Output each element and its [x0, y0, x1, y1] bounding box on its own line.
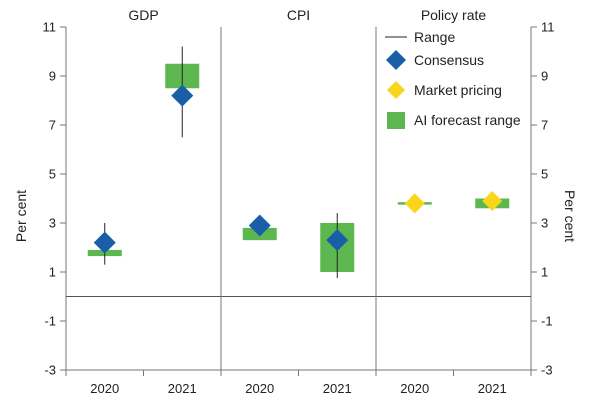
x-tick-label: 2020	[90, 381, 119, 396]
panel-title: CPI	[287, 7, 310, 23]
y-tick-label-right: 11	[541, 20, 555, 35]
legend-label: AI forecast range	[414, 112, 521, 128]
panel-titles: GDP CPI Policy rate	[128, 7, 486, 23]
y-tick-label-left: 7	[49, 118, 56, 133]
y-tick-label-right: -3	[541, 363, 553, 378]
y-axis-title-right: Per cent	[562, 190, 578, 242]
y-tick-label-left: 5	[49, 167, 56, 182]
legend-ai-forecast-swatch	[387, 112, 405, 129]
x-tick-label: 2020	[400, 381, 429, 396]
y-tick-label-left: -3	[44, 363, 56, 378]
y-axis-title-left: Per cent	[13, 190, 29, 242]
y-tick-label-left: 11	[43, 20, 57, 35]
x-tick-label: 2020	[245, 381, 274, 396]
y-tick-label-right: 3	[541, 216, 548, 231]
legend-label: Market pricing	[414, 82, 502, 98]
y-tick-label-left: -1	[44, 314, 56, 329]
y-tick-label-left: 1	[49, 265, 56, 280]
y-tick-label-right: 7	[541, 118, 548, 133]
consensus-marker	[248, 214, 271, 237]
legend-market-pricing-marker	[387, 81, 405, 99]
x-tick-label: 2021	[323, 381, 352, 396]
x-tick-label: 2021	[478, 381, 507, 396]
chart-frame	[65, 27, 532, 371]
y-tick-label-left: 3	[49, 216, 56, 231]
consensus-marker	[93, 231, 116, 254]
y-tick-label-right: 1	[541, 265, 548, 280]
market-pricing-marker	[482, 190, 503, 211]
panel-title: Policy rate	[421, 7, 487, 23]
legend: Range Consensus Market pricing AI forecast …	[385, 29, 521, 129]
consensus-marker	[171, 84, 194, 107]
legend-label: Range	[414, 29, 455, 45]
market-pricing-marker	[404, 193, 425, 214]
legend-consensus-marker	[386, 50, 406, 70]
y-tick-label-right: 9	[541, 69, 548, 84]
consensus-marker	[326, 229, 349, 252]
chart-marks	[87, 46, 510, 279]
y-tick-label-right: -1	[541, 314, 553, 329]
y-axis-ticks: -3 -3-1 -11 13 35 57 79 911 11	[43, 20, 555, 378]
legend-label: Consensus	[414, 52, 484, 68]
x-axis-categories: 2020 2021 2020 2021 2020 2021	[65, 370, 532, 396]
x-tick-label: 2021	[168, 381, 197, 396]
y-tick-label-right: 5	[541, 167, 548, 182]
y-tick-label-left: 9	[49, 69, 56, 84]
panel-title: GDP	[128, 7, 158, 23]
